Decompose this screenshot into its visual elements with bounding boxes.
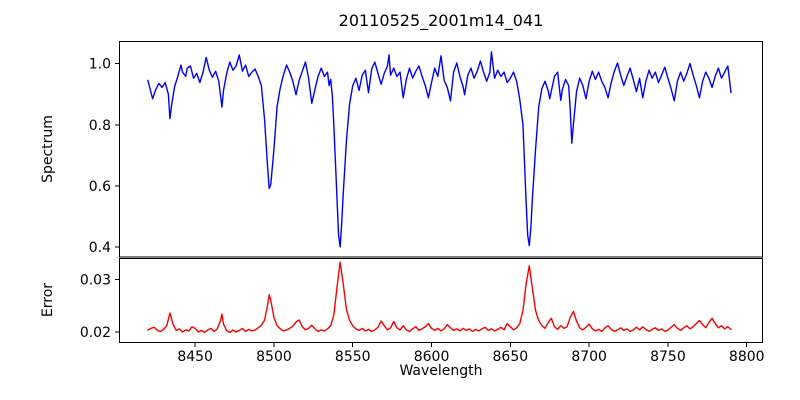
top-panel-frame xyxy=(119,41,763,258)
x-tick-label: 8800 xyxy=(729,349,765,365)
x-tick-label: 8550 xyxy=(335,349,371,365)
spectrum-y-axis-label: Spectrum xyxy=(40,115,56,183)
spectrum-y-tick-label: 0.4 xyxy=(89,240,111,256)
x-tick-label: 8450 xyxy=(177,349,213,365)
chart-title: 20110525_2001m14_041 xyxy=(338,11,544,30)
error-y-tick-label: 0.03 xyxy=(80,273,111,289)
x-tick-label: 8600 xyxy=(414,349,450,365)
spectrum-line xyxy=(147,51,732,248)
error-y-tick-label: 0.02 xyxy=(80,325,111,341)
x-axis-label: Wavelength xyxy=(399,363,483,379)
spectrum-y-tick-label: 1.0 xyxy=(89,57,111,73)
x-tick-label: 8700 xyxy=(571,349,607,365)
x-tick-label: 8500 xyxy=(256,349,292,365)
spectrum-y-tick-label: 0.6 xyxy=(89,179,111,195)
spectrum-y-tick-label: 0.8 xyxy=(89,118,111,134)
bottom-panel-frame xyxy=(119,258,763,343)
error-y-axis-label: Error xyxy=(40,282,56,318)
x-tick-label: 8750 xyxy=(650,349,686,365)
x-tick-label: 8650 xyxy=(493,349,529,365)
error-line xyxy=(147,261,732,334)
